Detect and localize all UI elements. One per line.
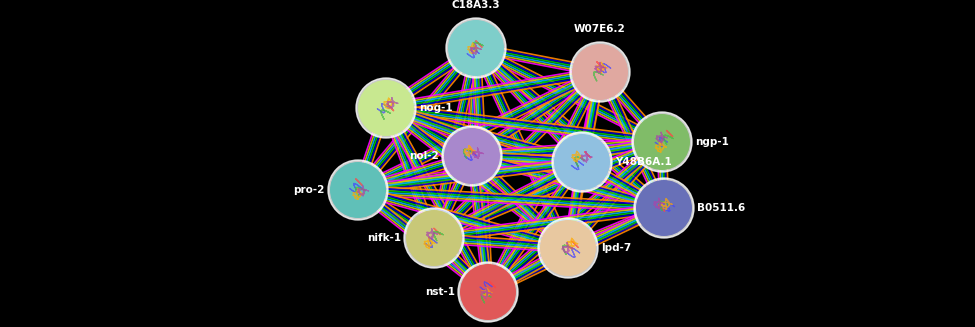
Circle shape bbox=[328, 160, 388, 220]
Text: ngp-1: ngp-1 bbox=[695, 137, 729, 147]
Text: nol-2: nol-2 bbox=[410, 151, 439, 161]
Circle shape bbox=[552, 132, 612, 192]
Text: C18A3.3: C18A3.3 bbox=[451, 0, 500, 10]
Circle shape bbox=[446, 18, 506, 78]
Circle shape bbox=[634, 178, 694, 238]
Text: nst-1: nst-1 bbox=[425, 287, 455, 297]
Circle shape bbox=[538, 218, 598, 278]
Circle shape bbox=[632, 112, 692, 172]
Circle shape bbox=[458, 262, 518, 322]
Text: B0511.6: B0511.6 bbox=[697, 203, 745, 213]
Circle shape bbox=[448, 20, 504, 76]
Circle shape bbox=[444, 128, 500, 184]
Text: Y48B6A.1: Y48B6A.1 bbox=[615, 157, 672, 167]
Circle shape bbox=[460, 264, 516, 320]
Circle shape bbox=[634, 114, 690, 170]
Text: nog-1: nog-1 bbox=[419, 103, 452, 113]
Circle shape bbox=[442, 126, 502, 186]
Circle shape bbox=[570, 42, 630, 102]
Text: nifk-1: nifk-1 bbox=[367, 233, 401, 243]
Circle shape bbox=[404, 208, 464, 268]
Circle shape bbox=[356, 78, 416, 138]
Circle shape bbox=[330, 162, 386, 218]
Text: W07E6.2: W07E6.2 bbox=[574, 24, 626, 34]
Circle shape bbox=[540, 220, 596, 276]
Circle shape bbox=[554, 134, 610, 190]
Circle shape bbox=[636, 180, 692, 236]
Text: pro-2: pro-2 bbox=[293, 185, 325, 195]
Circle shape bbox=[572, 44, 628, 100]
Text: lpd-7: lpd-7 bbox=[601, 243, 631, 253]
Circle shape bbox=[358, 80, 414, 136]
Circle shape bbox=[406, 210, 462, 266]
